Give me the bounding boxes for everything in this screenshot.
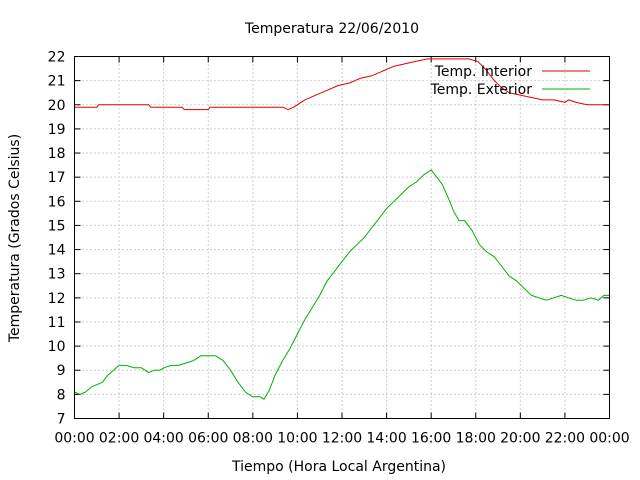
series-layer [74, 58, 610, 400]
y-tick-label: 7 [57, 412, 66, 428]
x-tick-label: 10:00 [277, 431, 317, 447]
plot-frame [74, 56, 610, 419]
y-tick-label: 20 [48, 98, 66, 114]
y-tick-label: 16 [48, 194, 66, 210]
series-line-interior [74, 58, 610, 111]
x-tick-label: 02:00 [99, 431, 139, 447]
x-tick-label: 00:00 [54, 431, 94, 447]
series-line-exterior [74, 169, 610, 400]
y-tick-label: 11 [48, 315, 66, 331]
x-tick-label: 22:00 [545, 431, 585, 447]
y-tick-label: 12 [48, 291, 66, 307]
x-tick-label: 16:00 [411, 431, 451, 447]
x-tick-label: 04:00 [143, 431, 183, 447]
y-tick-label: 9 [57, 363, 66, 379]
legend: Temp. Interior Temp. Exterior [430, 64, 590, 98]
x-tick-label: 12:00 [322, 431, 362, 447]
y-tick-label: 22 [48, 50, 66, 66]
x-axis-label: Tiempo (Hora Local Argentina) [231, 459, 446, 475]
y-tick-label: 17 [48, 170, 66, 186]
y-axis-label: Temperatura (Grados Celsius) [7, 134, 23, 343]
x-tick-label: 08:00 [233, 431, 273, 447]
y-tick-label: 10 [48, 339, 66, 355]
x-tick-label: 14:00 [366, 431, 406, 447]
x-tick-label: 20:00 [500, 431, 540, 447]
y-tick-label: 8 [57, 387, 66, 403]
y-tick-label: 14 [48, 243, 66, 259]
legend-label: Temp. Exterior [430, 82, 533, 98]
x-tick-label: 06:00 [188, 431, 228, 447]
y-tick-label: 21 [48, 74, 66, 90]
chart-title: Temperatura 22/06/2010 [244, 21, 419, 37]
legend-label: Temp. Interior [434, 64, 533, 80]
y-tick-label: 19 [48, 122, 66, 138]
y-tick-label: 18 [48, 146, 66, 162]
x-tick-label: 00:00 [589, 431, 629, 447]
x-tick-label: 18:00 [456, 431, 496, 447]
y-tick-label: 13 [48, 267, 66, 283]
y-tick-label: 15 [48, 218, 66, 234]
grid-layer [74, 56, 610, 419]
